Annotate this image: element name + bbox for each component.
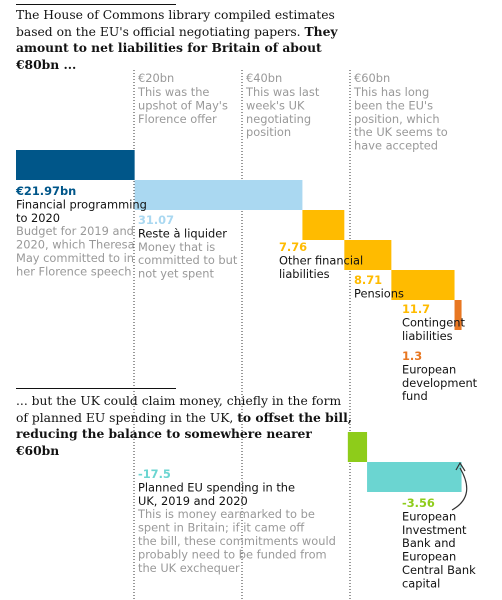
reference-text: position, which bbox=[354, 112, 440, 126]
waterfall-bar bbox=[134, 180, 303, 210]
reference-text: have accepted bbox=[354, 139, 438, 153]
item-name: Bank and bbox=[402, 536, 456, 550]
item-description: This is money earmarked to be bbox=[137, 507, 315, 521]
item-name: Reste à liquider bbox=[138, 226, 227, 240]
item-description: committed to but bbox=[138, 253, 238, 267]
item-description: not yet spent bbox=[138, 267, 215, 281]
item-value-label: 8.71 bbox=[354, 273, 382, 287]
waterfall-bar bbox=[454, 300, 462, 330]
waterfall-bar bbox=[367, 462, 462, 492]
top-rule bbox=[16, 4, 176, 5]
item-value-label: 11.7 bbox=[402, 302, 430, 316]
item-name: to 2020 bbox=[16, 211, 60, 225]
annotation-arrow bbox=[451, 467, 468, 511]
reference-text: upshot of May's bbox=[138, 98, 228, 112]
annotation-arrowhead bbox=[455, 461, 466, 472]
item-description: spent in Britain; if it came off bbox=[138, 521, 305, 535]
item-name: European bbox=[402, 550, 456, 564]
middle-rule bbox=[16, 388, 176, 389]
item-name: Financial programming bbox=[16, 197, 147, 211]
waterfall-bar bbox=[391, 270, 455, 300]
item-name: capital bbox=[402, 576, 440, 590]
item-description: 2020, which Theresa bbox=[16, 238, 135, 252]
reference-text: This was the bbox=[137, 85, 209, 99]
item-value-label: 1.3 bbox=[402, 349, 422, 363]
item-name: Other financial bbox=[279, 253, 363, 267]
item-description: the UK exchequer bbox=[138, 561, 240, 575]
intro-bold: They amount to net liabilities for Brita… bbox=[16, 23, 338, 72]
reference-text: This has long bbox=[353, 85, 429, 99]
reference-value-label: €40bn bbox=[246, 71, 282, 85]
waterfall-bar bbox=[302, 210, 345, 240]
item-description: Money that is bbox=[138, 240, 215, 254]
reference-text: position bbox=[246, 125, 291, 139]
reference-text: the UK seems to bbox=[354, 125, 448, 139]
item-name: European bbox=[402, 362, 456, 376]
middle-text: ... but the UK could claim money, chiefl… bbox=[16, 394, 356, 459]
item-name: European bbox=[402, 509, 456, 523]
item-name: development bbox=[402, 376, 478, 390]
waterfall-bar bbox=[16, 150, 135, 180]
item-value-label: 7.76 bbox=[279, 240, 307, 254]
intro-text: The House of Commons library compiled es… bbox=[16, 8, 356, 73]
reference-text: been the EU's bbox=[354, 98, 433, 112]
item-description: Budget for 2019 and bbox=[16, 224, 134, 238]
item-description: May committed to in bbox=[16, 251, 134, 265]
item-description: the bill, these commitments would bbox=[138, 534, 336, 548]
reference-text: This was last bbox=[245, 85, 320, 99]
item-name: Central Bank bbox=[402, 563, 476, 577]
item-name: UK, 2019 and 2020 bbox=[138, 494, 248, 508]
intro-plain: The House of Commons library compiled es… bbox=[16, 8, 335, 39]
reference-text: Florence offer bbox=[138, 112, 217, 126]
reference-value-label: €60bn bbox=[354, 71, 390, 85]
reference-text: week's UK bbox=[246, 98, 305, 112]
middle-bold: to offset the bill, reducing the balance… bbox=[16, 409, 353, 458]
item-value-label: 31.07 bbox=[138, 213, 174, 227]
item-name: liabilities bbox=[279, 267, 330, 281]
item-value-label: €21.97bn bbox=[15, 184, 76, 198]
waterfall-bar bbox=[344, 240, 392, 270]
item-value-label: -3.56 bbox=[402, 496, 435, 510]
waterfall-bar bbox=[347, 432, 368, 462]
item-description: probably need to be funded from bbox=[138, 547, 327, 561]
item-name: Pensions bbox=[354, 286, 404, 300]
item-description: her Florence speech bbox=[16, 264, 131, 278]
item-name: Contingent bbox=[402, 315, 465, 329]
item-value-label: -17.5 bbox=[138, 467, 171, 481]
reference-value-label: €20bn bbox=[138, 71, 174, 85]
item-name: fund bbox=[402, 389, 428, 403]
middle-plain: ... but the UK could claim money, chiefl… bbox=[16, 394, 342, 425]
item-name: Planned EU spending in the bbox=[138, 480, 295, 494]
item-name: Investment bbox=[402, 523, 467, 537]
item-name: liabilities bbox=[402, 329, 453, 343]
reference-text: negotiating bbox=[246, 112, 311, 126]
